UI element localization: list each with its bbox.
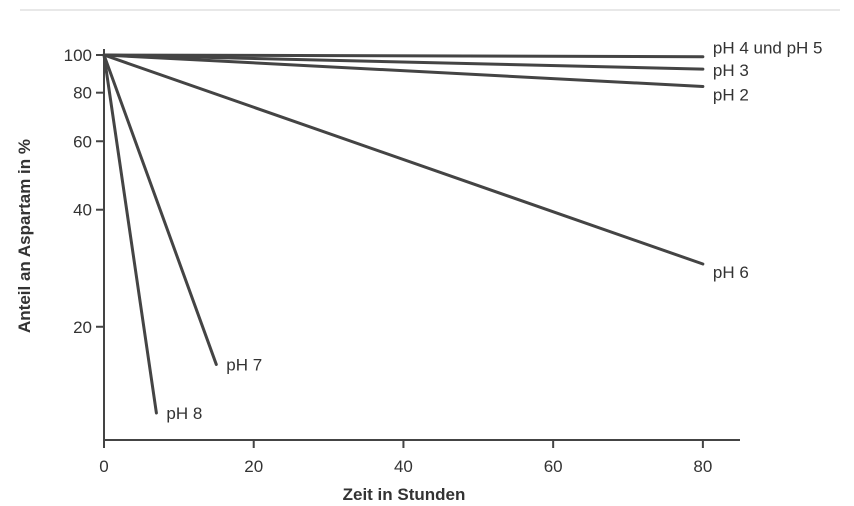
series-line (102, 53, 705, 59)
series-lines (102, 53, 705, 415)
series-labels: pH 4 und pH 5 pH 3 pH 2 pH 6 pH 7 pH 8 (166, 39, 822, 423)
x-tick-label: 20 (244, 457, 263, 476)
series-line (102, 53, 218, 366)
series-label: pH 2 (713, 85, 749, 104)
series-line (102, 53, 705, 266)
series-line (102, 53, 705, 71)
series-label: pH 8 (166, 404, 202, 423)
y-tick-label: 100 (64, 46, 92, 65)
x-tick-label: 80 (693, 457, 712, 476)
series-line (102, 53, 705, 88)
x-tick-label: 60 (544, 457, 563, 476)
y-tick-label: 60 (73, 132, 92, 151)
x-tick-label: 0 (99, 457, 108, 476)
axes: 0 20 40 60 80 100 80 60 40 20 (64, 46, 740, 476)
series-label: pH 4 und pH 5 (713, 39, 823, 58)
series-label: pH 3 (713, 61, 749, 80)
series-label: pH 6 (713, 263, 749, 282)
y-tick-label: 40 (73, 201, 92, 220)
series-label: pH 7 (226, 355, 262, 374)
y-tick-label: 80 (73, 84, 92, 103)
y-axis-title: Anteil an Aspartam in % (15, 139, 34, 333)
series-line (102, 53, 158, 415)
x-axis-title: Zeit in Stunden (343, 485, 466, 504)
x-tick-label: 40 (394, 457, 413, 476)
y-tick-label: 20 (73, 318, 92, 337)
